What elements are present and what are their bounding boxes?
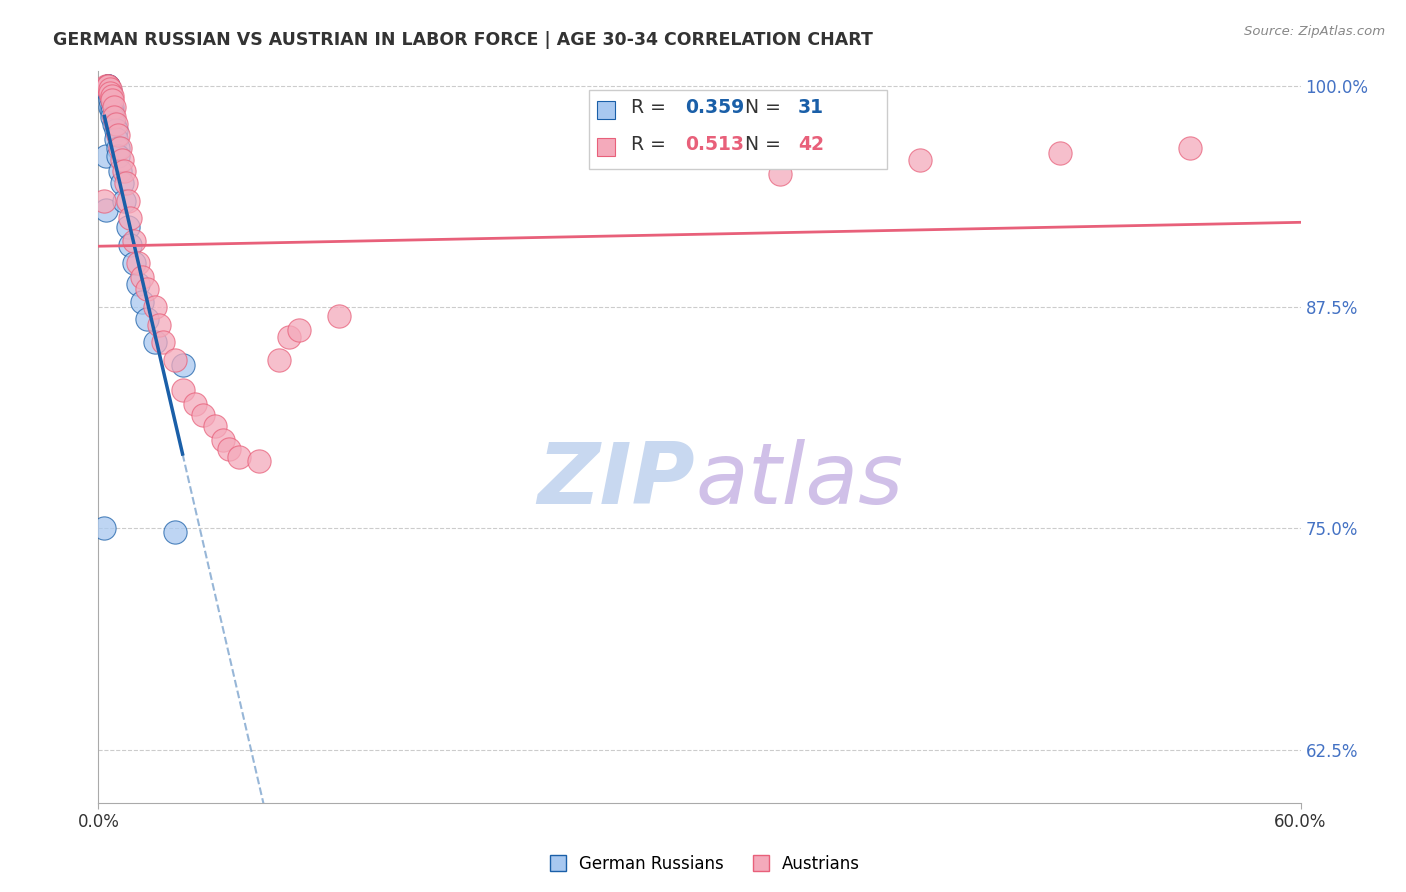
Point [143, 335, 166, 350]
Point [115, 176, 138, 190]
Point [172, 383, 194, 397]
Point [117, 220, 139, 235]
Point [277, 330, 299, 344]
Text: ZIP: ZIP [537, 440, 695, 523]
Point [204, 418, 226, 433]
Point [120, 211, 142, 226]
Point [101, 100, 124, 114]
Text: 42: 42 [799, 135, 824, 154]
Point [93, 521, 115, 535]
Point [111, 153, 134, 167]
Point [100, 89, 122, 103]
Point [96, 202, 118, 217]
Point [128, 277, 150, 291]
Point [191, 408, 214, 422]
Point [105, 118, 128, 132]
Point [97, 84, 120, 98]
Point [100, 84, 122, 98]
Point [1180, 140, 1202, 154]
Point [143, 300, 166, 314]
Point [135, 312, 157, 326]
Point [93, 194, 115, 208]
Point [908, 153, 931, 167]
Point [107, 140, 129, 154]
Point [267, 353, 290, 368]
Legend: German Russians, Austrians: German Russians, Austrians [538, 848, 868, 880]
Point [101, 105, 124, 120]
Point [110, 163, 132, 178]
Point [135, 282, 157, 296]
Point [97, 78, 120, 93]
Point [328, 309, 350, 323]
Point [105, 131, 128, 145]
Text: N =: N = [745, 98, 787, 118]
Point [100, 93, 122, 107]
Point [120, 238, 142, 252]
Point [101, 89, 124, 103]
Point [107, 149, 129, 163]
Point [124, 255, 146, 269]
Point [128, 255, 150, 269]
Text: 0.513: 0.513 [685, 135, 744, 154]
Text: 0.359: 0.359 [685, 98, 744, 118]
Point [103, 118, 125, 132]
Point [100, 100, 122, 114]
Point [247, 454, 270, 468]
Point [131, 294, 153, 309]
Point [163, 524, 186, 539]
Text: GERMAN RUSSIAN VS AUSTRIAN IN LABOR FORCE | AGE 30-34 CORRELATION CHART: GERMAN RUSSIAN VS AUSTRIAN IN LABOR FORC… [53, 31, 873, 49]
Point [97, 78, 120, 93]
Point [100, 82, 122, 96]
Point [148, 318, 170, 332]
Text: R =: R = [631, 98, 672, 118]
Point [288, 323, 311, 337]
Point [103, 100, 125, 114]
Point [172, 359, 194, 373]
FancyBboxPatch shape [589, 90, 887, 169]
Text: 31: 31 [799, 98, 824, 118]
Point [96, 78, 118, 93]
Point [131, 269, 153, 284]
Point [103, 111, 125, 125]
Point [101, 93, 124, 107]
Point [163, 353, 186, 368]
Point [1049, 145, 1071, 160]
Text: N =: N = [745, 135, 787, 154]
Point [97, 78, 120, 93]
Point [97, 78, 120, 93]
Point [97, 78, 120, 93]
Text: R =: R = [631, 135, 672, 154]
Point [100, 86, 122, 100]
Point [211, 433, 233, 447]
Point [114, 163, 136, 178]
Point [117, 194, 139, 208]
Text: Source: ZipAtlas.com: Source: ZipAtlas.com [1244, 25, 1385, 38]
Point [105, 123, 128, 137]
Point [124, 235, 146, 249]
Point [114, 194, 136, 208]
Point [228, 450, 250, 465]
Point [107, 128, 129, 142]
Point [111, 176, 134, 190]
Point [110, 140, 132, 154]
Point [101, 111, 124, 125]
Point [96, 149, 118, 163]
Point [152, 335, 174, 350]
Point [218, 442, 240, 456]
Point [769, 167, 792, 181]
Text: atlas: atlas [696, 440, 904, 523]
Point [183, 397, 205, 411]
